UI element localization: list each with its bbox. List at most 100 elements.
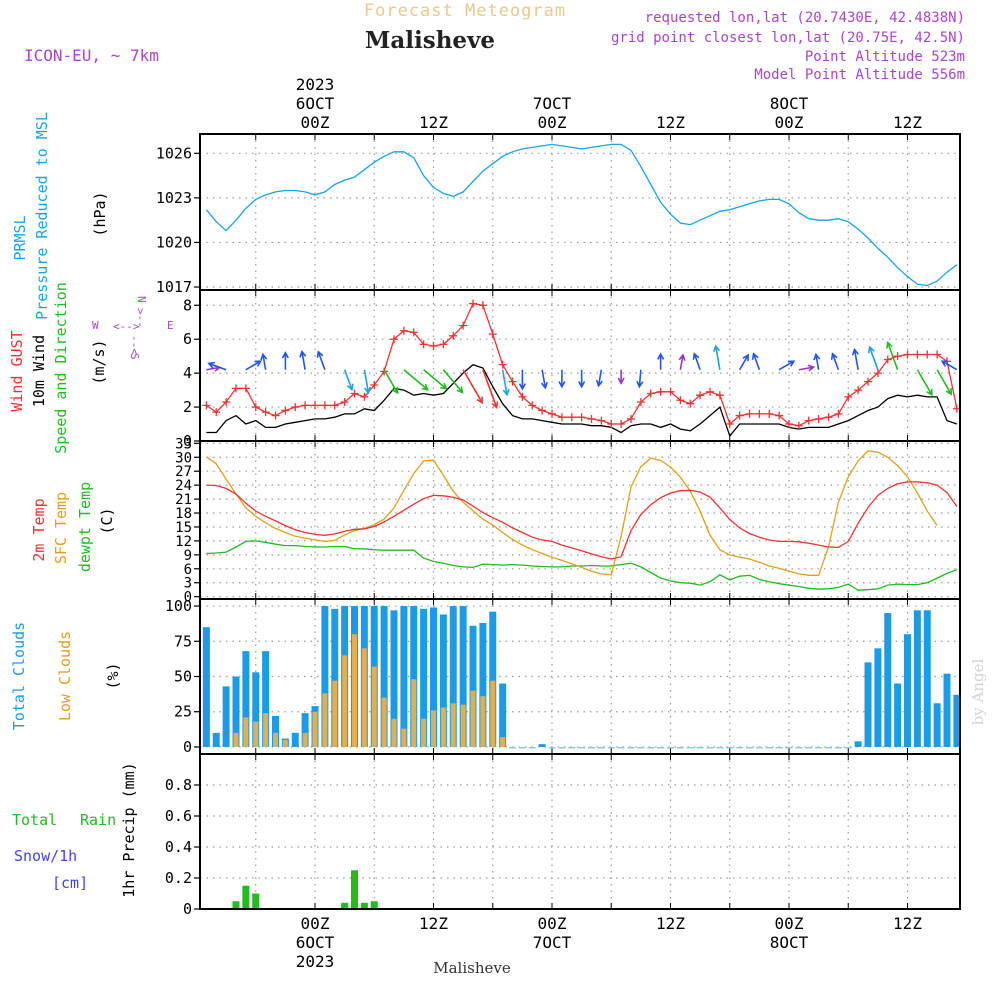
arrow-head: [299, 349, 307, 358]
arrow-head: [742, 353, 749, 362]
arrow-head: [945, 388, 953, 396]
wind-gust-series-marker: [577, 413, 586, 422]
arrow-head: [364, 386, 372, 395]
low-clouds-bar: [470, 690, 476, 747]
y-tick-label: 0: [183, 738, 192, 756]
total-clouds-bar: [607, 746, 615, 749]
arrow-shaft: [831, 353, 840, 371]
top-time-label: 12Z: [419, 113, 448, 132]
compass-we-arrow: <-->: [113, 320, 140, 333]
y-tick-label: 3: [184, 576, 192, 592]
total-clouds-bar: [538, 744, 546, 747]
wind-gust-series-marker: [686, 399, 695, 408]
total-clouds-bar: [904, 634, 911, 747]
total-clouds-bar: [420, 608, 428, 747]
total-clouds-bar: [509, 746, 516, 749]
total-clouds-bar: [390, 610, 398, 747]
low-clouds-bar: [460, 704, 466, 747]
wind-direction-arrow: [678, 353, 686, 370]
arrow-shaft: [941, 360, 958, 371]
arrow-shaft: [541, 369, 547, 389]
wind-gust-series-marker: [557, 413, 566, 422]
y-tick-label: 30: [175, 450, 192, 466]
y-tick-label: 1020: [156, 233, 192, 251]
wind-gust-series-marker: [311, 401, 319, 410]
rain-bar: [252, 893, 260, 909]
compass-s-arrow: --<: [128, 335, 141, 355]
arrow-head: [440, 382, 448, 390]
clouds-unit: (%): [104, 662, 122, 689]
total-clouds-bar: [617, 746, 625, 749]
wind-10m-series: [206, 363, 958, 438]
wind-gust-series-marker: [834, 409, 843, 418]
wind-gust-series-marker: [656, 387, 665, 396]
arrow-shaft: [343, 369, 353, 390]
total-clouds-bar: [884, 613, 892, 747]
wind-direction-arrow: [617, 369, 625, 385]
y-tick-label: 6: [184, 562, 192, 578]
total-clouds-bar: [548, 746, 556, 749]
arrow-shaft: [738, 354, 749, 371]
compass-n: N: [135, 296, 148, 303]
precip-cm-label: [cm]: [52, 874, 88, 892]
grid-point-coords: grid point closest lon,lat (20.75E, 42.5…: [611, 30, 965, 46]
clouds-panel: 0 25 50 75 100: [165, 597, 961, 756]
arrow-head: [260, 352, 268, 361]
total-clouds-bar: [785, 746, 793, 749]
total-clouds-bar: [489, 611, 497, 747]
wind-direction-arrow: [383, 369, 399, 395]
wind-gust-series-marker: [923, 350, 932, 359]
arrow-shaft: [916, 369, 933, 396]
bottom-time-label: 00Z: [538, 914, 567, 933]
y-tick-label: 0.6: [165, 807, 192, 825]
wind-gust-series-marker: [864, 377, 872, 386]
compass-s: S: [128, 353, 141, 360]
wind-direction-arrow: [540, 369, 548, 390]
y-tick-label: 0.2: [165, 869, 192, 887]
supertitle: Forecast Meteogram: [364, 1, 566, 21]
wind-gust-series-marker: [854, 386, 863, 395]
pressure-unit: (hPa): [91, 191, 109, 236]
prmsl-series: [205, 143, 958, 287]
total-clouds-bar: [321, 606, 329, 747]
total-clouds-bar: [222, 686, 230, 747]
low-clouds-bar: [243, 717, 249, 747]
wind-gust-series-marker: [212, 408, 221, 417]
wind-direction-arrow: [813, 352, 821, 370]
total-clouds-bar: [331, 608, 339, 747]
location-title: Malisheve: [365, 27, 495, 54]
wind-direction-arrow: [281, 351, 289, 370]
arrow-shaft: [363, 369, 370, 393]
wind-gust-series-marker: [794, 421, 803, 430]
low-clouds-bar: [391, 718, 397, 747]
panel-frame: [199, 753, 961, 910]
arrow-shaft: [886, 342, 899, 371]
wind-gust-series-marker: [241, 384, 250, 393]
total-clouds-bar: [825, 746, 832, 749]
arrow-shaft: [815, 354, 820, 370]
total-clouds-bar: [726, 746, 734, 749]
arrow-head: [558, 381, 566, 389]
wind-gust-series-marker: [419, 340, 428, 349]
wind-gust-series-marker: [676, 396, 685, 405]
arrow-shaft: [317, 351, 326, 371]
wind-direction-arrow: [403, 369, 429, 391]
rain-bar: [360, 902, 368, 909]
total-clouds-bar: [943, 673, 951, 747]
y-tick-label: 12: [175, 534, 192, 550]
wind-gust-series-marker: [469, 299, 477, 308]
total-clouds-bar: [894, 683, 902, 747]
arrow-head: [595, 379, 603, 388]
rain-bar: [242, 885, 250, 909]
arrow-shaft: [442, 369, 464, 393]
rain-bar: [351, 870, 358, 909]
low-clouds-bar: [490, 680, 496, 747]
low-clouds-bar: [332, 680, 338, 747]
wind-gust-series-marker: [745, 409, 754, 418]
wind-direction-arrow: [940, 360, 958, 371]
wind-direction-arrow: [936, 369, 953, 396]
requested-coords: requested lon,lat (20.7430E, 42.4838N): [645, 10, 965, 26]
pressure-label-prmsl: PRMSL: [11, 215, 29, 260]
wind-gust-series-marker: [607, 420, 616, 429]
